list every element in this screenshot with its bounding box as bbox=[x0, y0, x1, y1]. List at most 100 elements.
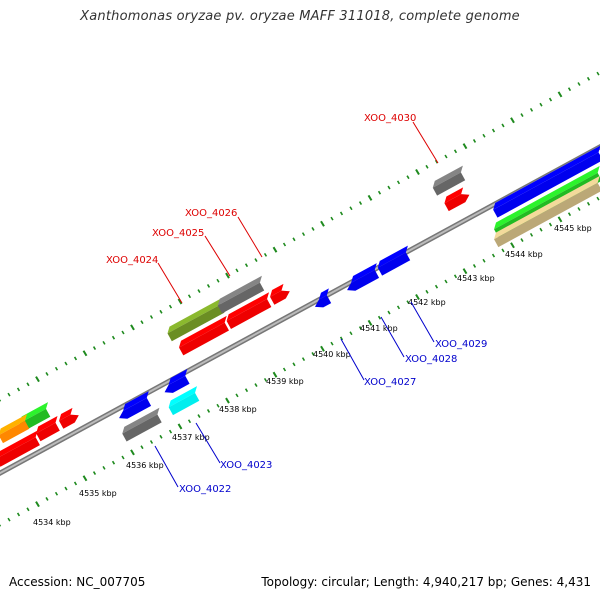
minor-tick bbox=[149, 440, 154, 444]
leader-line bbox=[157, 262, 183, 304]
minor-tick bbox=[387, 185, 391, 190]
minor-tick bbox=[73, 481, 78, 486]
minor-tick bbox=[216, 403, 220, 408]
minor-tick bbox=[263, 377, 268, 382]
minor-tick bbox=[586, 201, 591, 206]
minor-tick bbox=[111, 460, 116, 465]
minor-tick bbox=[520, 238, 524, 242]
minor-tick bbox=[453, 149, 458, 154]
minor-tick bbox=[301, 232, 306, 237]
feature-blue[interactable] bbox=[491, 145, 600, 218]
minor-tick bbox=[396, 305, 401, 310]
minor-tick bbox=[482, 133, 486, 138]
feature-red[interactable] bbox=[224, 292, 275, 329]
minor-tick bbox=[16, 387, 21, 392]
major-tick bbox=[82, 350, 88, 357]
feature-gray[interactable] bbox=[120, 407, 166, 442]
feature-blue[interactable] bbox=[343, 263, 384, 294]
minor-tick bbox=[339, 211, 344, 216]
major-tick bbox=[415, 168, 420, 176]
gene-label-xoo-4024: XOO_4024 bbox=[106, 255, 158, 266]
minor-tick bbox=[282, 242, 287, 247]
feature-red[interactable] bbox=[177, 315, 234, 356]
minor-tick bbox=[501, 123, 505, 128]
feature-red[interactable] bbox=[34, 416, 64, 442]
minor-tick bbox=[529, 107, 534, 112]
minor-tick bbox=[453, 274, 458, 279]
feature-blue[interactable] bbox=[310, 288, 335, 310]
feature-red[interactable] bbox=[57, 407, 81, 429]
minor-tick bbox=[444, 154, 448, 159]
minor-tick bbox=[244, 263, 249, 268]
major-tick bbox=[462, 268, 468, 275]
feature-tan[interactable] bbox=[492, 176, 600, 248]
minor-tick bbox=[92, 471, 97, 475]
major-tick bbox=[82, 475, 88, 482]
minor-tick bbox=[349, 331, 353, 336]
minor-tick bbox=[102, 340, 106, 345]
feature-cyan[interactable] bbox=[166, 386, 203, 416]
major-tick bbox=[225, 397, 230, 404]
gene-label-leaders bbox=[154, 121, 439, 488]
leader-line bbox=[412, 121, 439, 164]
feature-gray[interactable] bbox=[215, 275, 268, 314]
accession-text: Accession: NC_007705 bbox=[9, 575, 146, 589]
kbp-label: 4535 kbp bbox=[79, 489, 117, 498]
minor-tick bbox=[206, 284, 211, 288]
gene-label-xoo-4027: XOO_4027 bbox=[364, 377, 416, 388]
feature-blue[interactable] bbox=[115, 391, 156, 422]
minor-tick bbox=[292, 237, 296, 242]
major-tick bbox=[510, 242, 515, 249]
minor-tick bbox=[7, 517, 11, 522]
minor-tick bbox=[235, 268, 239, 273]
kbp-label: 4538 kbp bbox=[219, 405, 257, 414]
genome-backbone-highlight bbox=[0, 145, 600, 475]
minor-tick bbox=[425, 289, 429, 294]
gene-label-xoo-4028: XOO_4028 bbox=[405, 354, 457, 365]
minor-tick bbox=[282, 367, 287, 372]
major-tick bbox=[557, 216, 563, 223]
leader-line bbox=[340, 338, 365, 381]
feature-blue[interactable] bbox=[160, 369, 194, 396]
feature-red[interactable] bbox=[0, 430, 44, 467]
gene-label-xoo-4026: XOO_4026 bbox=[185, 208, 237, 219]
feature-blue[interactable] bbox=[375, 245, 414, 276]
major-tick bbox=[272, 246, 278, 253]
minor-tick bbox=[539, 102, 543, 107]
feature-orange[interactable] bbox=[0, 414, 34, 444]
major-tick bbox=[35, 376, 40, 383]
feature-gray[interactable] bbox=[430, 165, 469, 196]
major-tick bbox=[225, 272, 230, 279]
kbp-label: 4534 kbp bbox=[33, 518, 71, 527]
minor-tick bbox=[482, 258, 486, 263]
minor-tick bbox=[168, 429, 173, 434]
minor-tick bbox=[444, 279, 448, 284]
feature-red[interactable] bbox=[268, 283, 292, 305]
gene-labels: XOO_4024 XOO_4025 XOO_4026 XOO_4030 XOO_… bbox=[106, 113, 487, 495]
major-tick bbox=[367, 319, 373, 326]
minor-tick bbox=[159, 309, 163, 314]
minor-tick bbox=[73, 356, 78, 361]
leader-line bbox=[237, 216, 263, 258]
major-tick bbox=[130, 324, 135, 331]
minor-tick bbox=[197, 414, 201, 419]
minor-tick bbox=[235, 393, 239, 398]
minor-tick bbox=[472, 264, 477, 268]
minor-tick bbox=[187, 419, 192, 424]
major-tick bbox=[557, 91, 563, 98]
minor-tick bbox=[311, 227, 315, 231]
minor-tick bbox=[197, 289, 201, 294]
feature-red[interactable] bbox=[442, 186, 472, 212]
kbp-label: 4545 kbp bbox=[554, 224, 592, 233]
major-tick bbox=[177, 423, 183, 430]
feature-olive[interactable] bbox=[165, 297, 229, 342]
tick-track-outer bbox=[0, 71, 600, 402]
minor-tick bbox=[140, 320, 144, 325]
minor-tick bbox=[567, 87, 572, 92]
minor-tick bbox=[149, 315, 154, 319]
minor-tick bbox=[54, 491, 59, 496]
minor-tick bbox=[26, 507, 30, 512]
major-tick bbox=[177, 298, 183, 305]
major-tick bbox=[367, 194, 373, 201]
